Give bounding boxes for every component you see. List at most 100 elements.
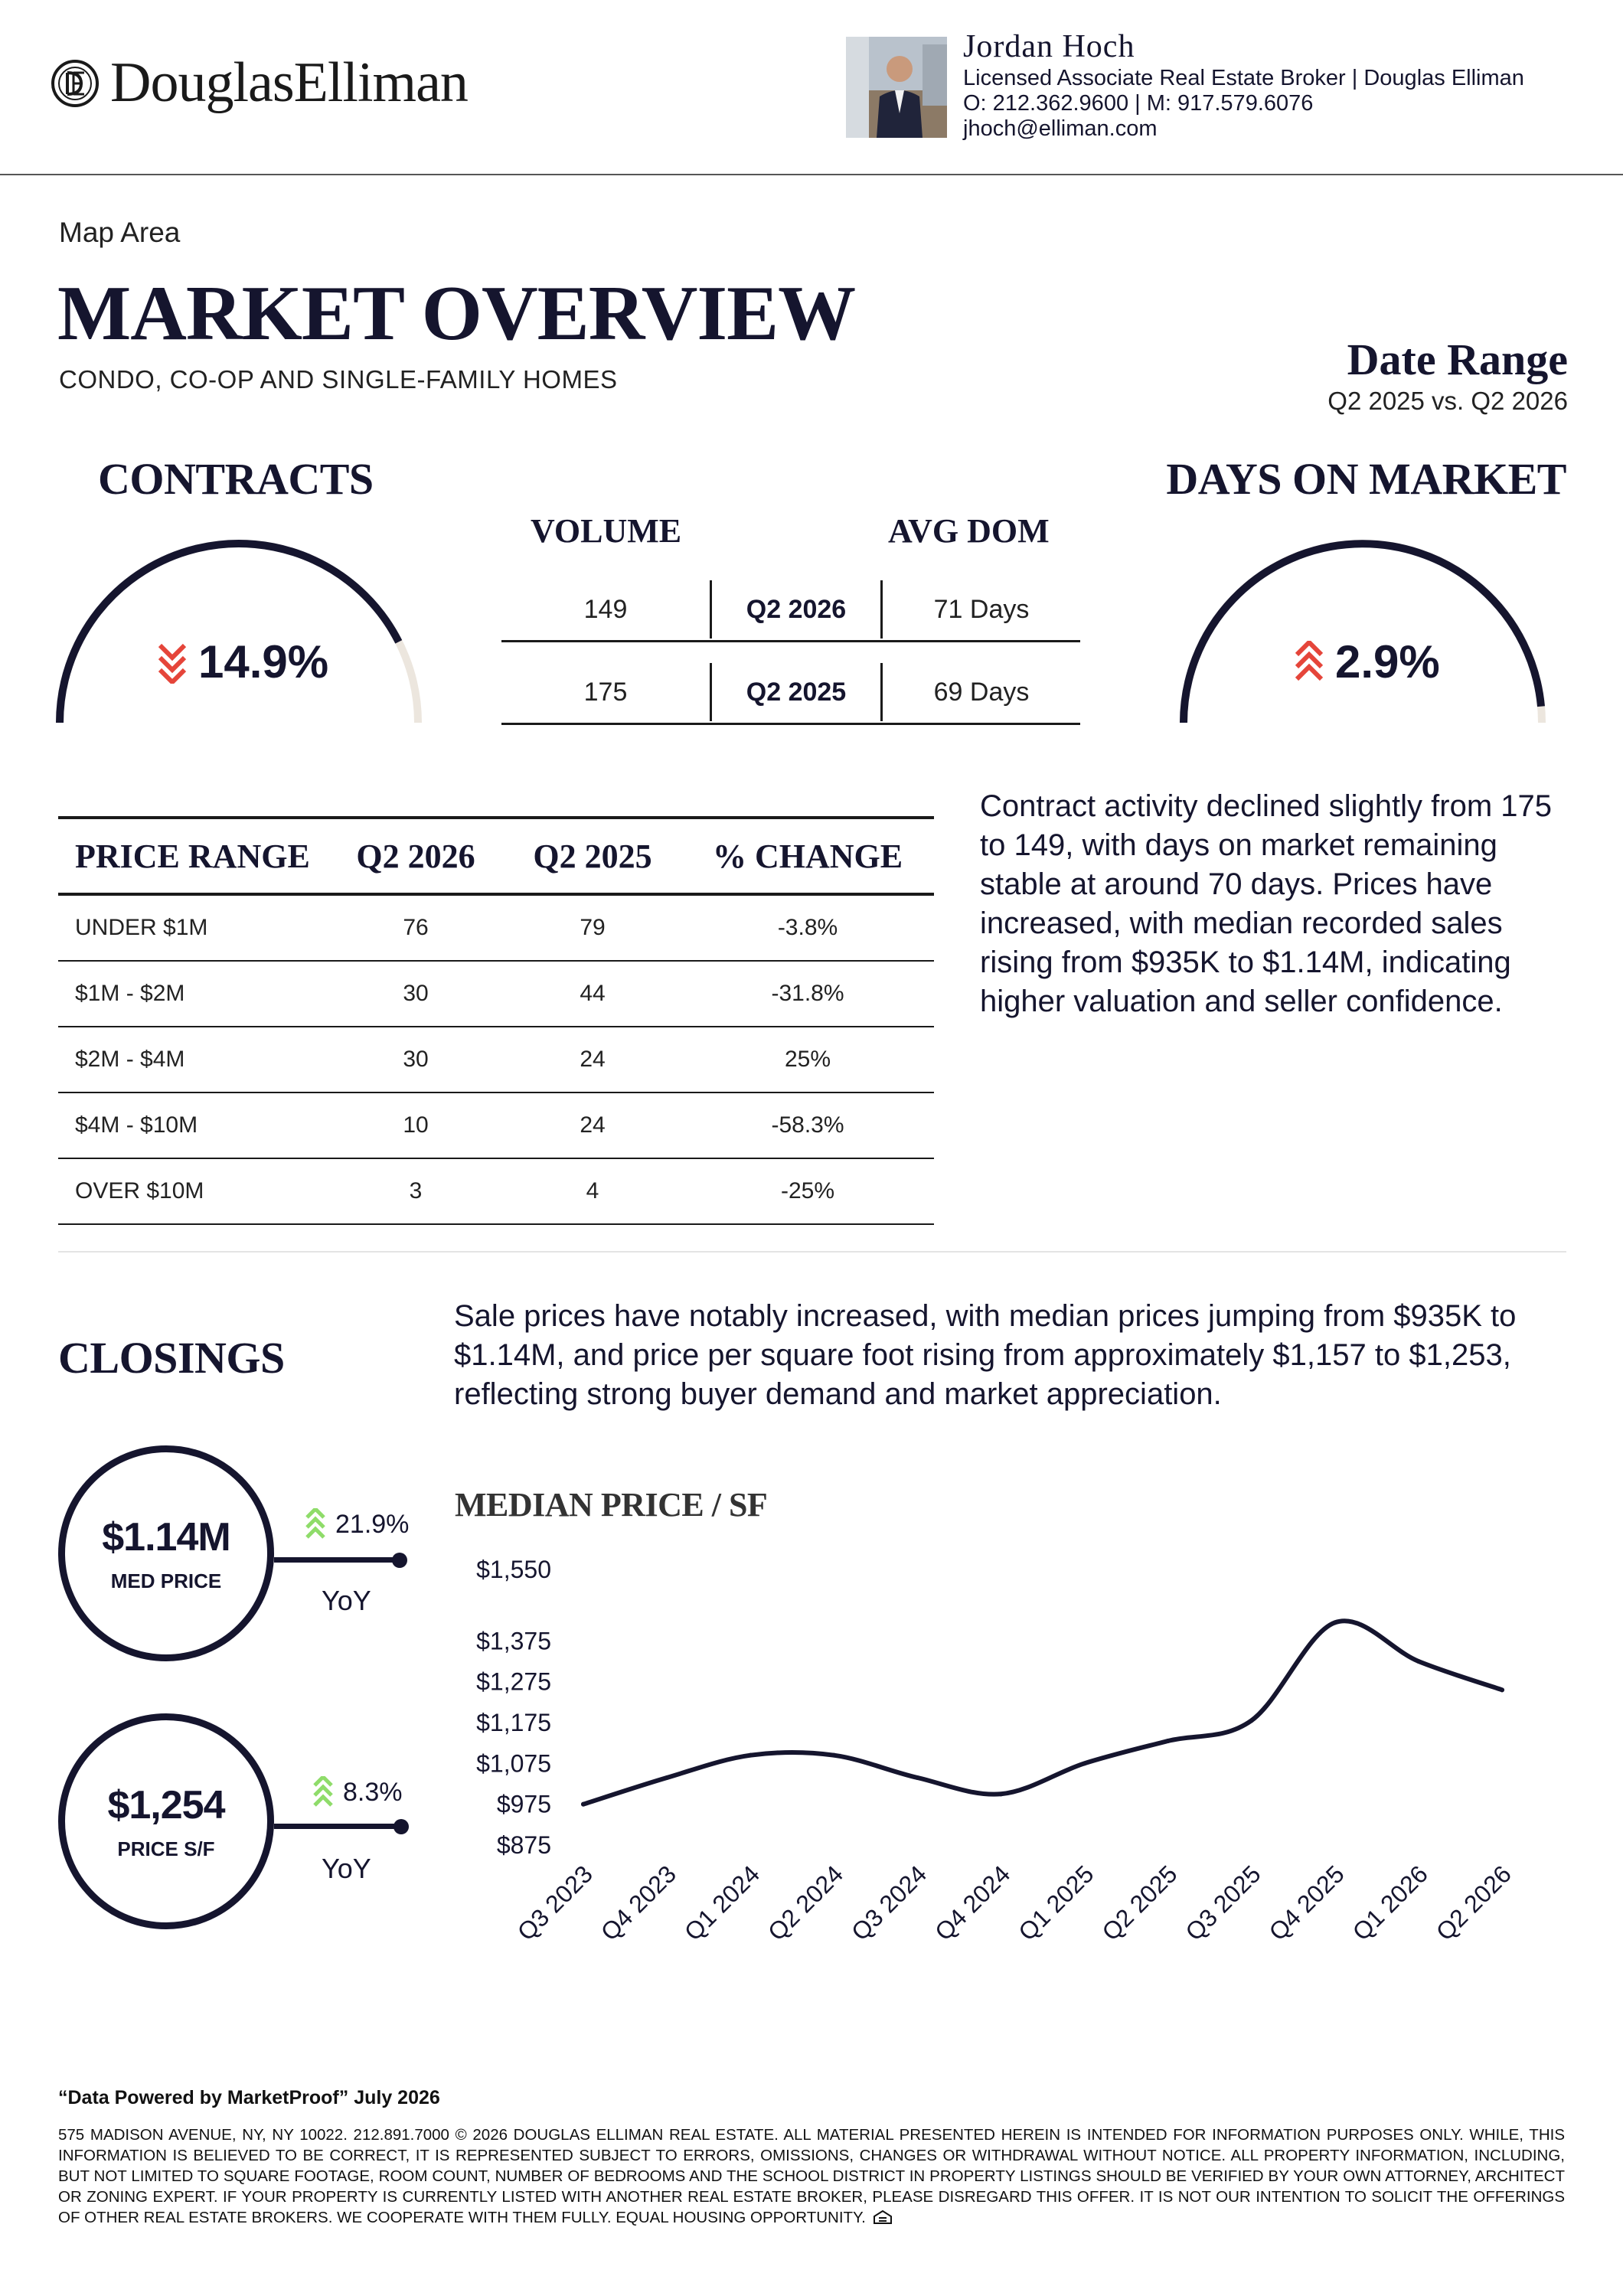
table-row: $2M - $4M 30 24 25% (58, 1027, 934, 1093)
table-cell: 10 (403, 1112, 429, 1138)
days-on-market-change: 2.9% (1294, 635, 1440, 688)
date-range-label: Date Range (1347, 335, 1568, 384)
header-divider (0, 174, 1623, 175)
dom-value: 71 Days (933, 594, 1030, 624)
table-cell: 76 (403, 915, 429, 940)
table-cell: -31.8% (771, 981, 844, 1006)
legal-disclaimer: 575 MADISON AVENUE, NY, NY 10022. 212.89… (58, 2125, 1565, 2228)
chart-data-point (1165, 1739, 1171, 1743)
y-tick-label: $875 (497, 1831, 551, 1859)
x-tick-label: Q4 2024 (929, 1860, 1015, 1945)
agent-email[interactable]: jhoch@elliman.com (963, 116, 1158, 141)
x-tick-label: Q3 2025 (1180, 1860, 1265, 1945)
map-area-label: Map Area (59, 217, 181, 248)
closings-heading: CLOSINGS (58, 1333, 285, 1383)
table-row: $1M - $2M 30 44 -31.8% (58, 962, 934, 1027)
y-tick-label: $1,175 (476, 1709, 551, 1736)
table-cell: OVER $10M (75, 1178, 204, 1204)
section-divider (58, 1251, 1566, 1253)
price-per-sf-connector (274, 1824, 397, 1829)
x-tick-label: Q3 2024 (846, 1860, 932, 1945)
chart-data-point (1249, 1718, 1254, 1723)
chart-data-point (1082, 1761, 1087, 1766)
column-header: Q2 2026 (356, 837, 475, 875)
table-cell: -25% (780, 1178, 835, 1204)
chart-data-point (665, 1775, 670, 1780)
median-price-sf-chart: $875 $975 $1,075 $1,175 $1,275 $1,375 $1,550 Q… (476, 1556, 1517, 1946)
y-tick-label: $1,375 (476, 1627, 551, 1654)
median-price-connector (274, 1557, 395, 1563)
period-value: Q2 2026 (746, 594, 847, 624)
dom-value: 69 Days (933, 677, 1030, 707)
contracts-heading: CONTRACTS (98, 454, 374, 504)
x-tick-label: Q2 2025 (1096, 1860, 1182, 1945)
column-header: % CHANGE (712, 837, 903, 875)
days-on-market-gauge-fill (1180, 540, 1545, 723)
days-on-market-change-value: 2.9% (1335, 636, 1440, 687)
x-tick-label: Q2 2026 (1431, 1860, 1517, 1945)
table-cell: -58.3% (771, 1112, 844, 1138)
table-cell: 24 (580, 1112, 606, 1138)
agent-name: Jordan Hoch (963, 29, 1135, 64)
legal-text: 575 MADISON AVENUE, NY, NY 10022. 212.89… (58, 2126, 1565, 2226)
page-subtitle: CONDO, CO-OP AND SINGLE-FAMILY HOMES (59, 365, 618, 394)
chart-title: MEDIAN PRICE / SF (455, 1486, 768, 1524)
date-range-value: Q2 2025 vs. Q2 2026 (1327, 387, 1568, 415)
double-chevron-up-icon (1295, 640, 1324, 681)
x-tick-label: Q1 2026 (1347, 1860, 1433, 1945)
table-row: OVER $10M 3 4 -25% (58, 1159, 934, 1225)
table-row: UNDER $1M 76 79 -3.8% (58, 896, 934, 962)
days-on-market-gauge (1180, 540, 1546, 723)
median-price-label: MED PRICE (110, 1569, 222, 1592)
price-per-sf-value: $1,254 (107, 1782, 225, 1827)
agent-photo (846, 37, 947, 138)
data-credit: “Data Powered by MarketProof” July 2026 (58, 2087, 440, 2108)
chart-data-point (915, 1775, 920, 1780)
period-value: Q2 2025 (746, 677, 847, 707)
x-tick-label: Q4 2025 (1264, 1860, 1350, 1945)
contracts-summary: Contract activity declined slightly from… (980, 789, 1552, 1018)
table-cell: 79 (580, 915, 606, 940)
volume-value: 149 (583, 594, 628, 624)
agent-contact-block: Jordan Hoch Licensed Associate Real Esta… (963, 28, 1524, 142)
douglas-elliman-emblem-icon (51, 59, 99, 107)
y-tick-label: $975 (497, 1791, 551, 1818)
median-price-value: $1.14M (102, 1514, 230, 1560)
agent-title: Licensed Associate Real Estate Broker | … (963, 66, 1524, 90)
x-tick-label: Q1 2024 (679, 1860, 765, 1945)
chart-data-point (1500, 1687, 1504, 1693)
price-per-sf-circle: $1,254 PRICE S/F (58, 1713, 274, 1929)
contracts-gauge (56, 540, 422, 723)
contracts-change: 14.9% (157, 635, 328, 688)
table-cell: 30 (403, 1047, 429, 1072)
table-row: $4M - $10M 10 24 -58.3% (58, 1093, 934, 1159)
table-cell: $1M - $2M (75, 981, 185, 1006)
median-price-connector-dot (392, 1553, 407, 1568)
chart-data-point (1332, 1620, 1337, 1625)
contracts-change-value: 14.9% (198, 636, 329, 687)
chart-data-point (1416, 1659, 1421, 1664)
table-cell: 3 (409, 1178, 423, 1204)
y-tick-label: $1,075 (476, 1749, 551, 1777)
chart-data-point (748, 1752, 753, 1758)
column-header: Q2 2025 (533, 837, 652, 875)
brand-name: DouglasElliman (110, 51, 469, 114)
y-tick-label: $1,550 (476, 1556, 551, 1583)
price-per-sf-connector-dot (394, 1819, 409, 1834)
chart-data-point (581, 1801, 586, 1807)
price-per-sf-change: 8.3% (312, 1776, 403, 1808)
table-cell: $4M - $10M (75, 1112, 198, 1138)
price-per-sf-period: YoY (322, 1853, 371, 1884)
price-per-sf-label: PRICE S/F (117, 1837, 215, 1860)
double-chevron-down-icon (158, 643, 187, 684)
double-chevron-up-icon (313, 1776, 333, 1807)
chart-data-point (831, 1752, 837, 1758)
chart-data-point (998, 1791, 1004, 1797)
y-tick-label: $1,275 (476, 1668, 551, 1696)
x-tick-label: Q3 2023 (512, 1860, 598, 1945)
volume-heading: VOLUME (531, 512, 682, 550)
table-cell: $2M - $4M (75, 1047, 185, 1072)
contracts-gauge-track (56, 540, 422, 723)
volume-dom-row: 175 Q2 2025 69 Days (501, 661, 1080, 725)
contracts-gauge-fill (56, 540, 403, 723)
